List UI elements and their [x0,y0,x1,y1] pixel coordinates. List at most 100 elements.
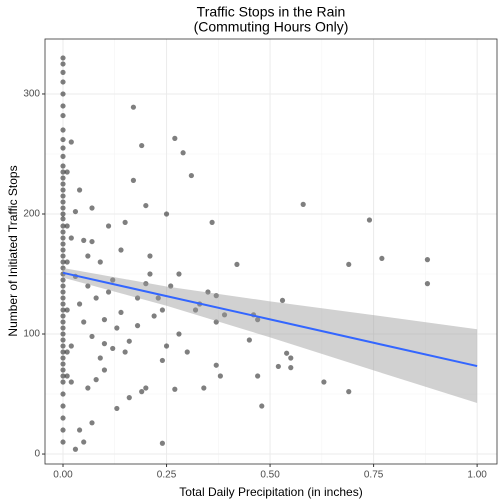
chart-subtitle: (Commuting Hours Only) [194,19,349,35]
point [126,338,132,344]
point [143,202,149,209]
point [159,440,165,446]
x-tick-label: 0.25 [157,470,177,481]
point [64,307,70,313]
point [85,283,91,289]
point [60,337,66,343]
point [64,223,70,229]
point [60,175,66,181]
point [89,238,95,245]
point [89,420,95,426]
point [64,169,70,175]
point [60,391,66,397]
point [134,295,141,301]
y-tick-label: 100 [23,329,40,340]
point [288,355,294,361]
point [60,349,66,355]
x-tick-label: 1.00 [467,470,487,481]
point [60,367,66,373]
point [89,333,95,340]
point [60,415,66,421]
point [97,355,103,361]
point [60,103,66,109]
point [60,193,66,199]
point [60,69,66,75]
point [143,281,149,287]
point [60,163,66,169]
point [68,343,74,349]
point [60,216,66,222]
point [101,367,108,373]
point [81,319,87,325]
point [110,345,116,352]
point [234,261,240,268]
point [60,112,66,119]
point [60,427,66,433]
point [321,379,327,385]
point [101,317,108,323]
point [163,211,170,217]
point [279,297,286,304]
point [60,265,66,271]
point [85,385,91,391]
plot-panel [45,39,497,464]
x-tick-label: 0.75 [364,470,384,481]
point [168,283,174,289]
point [60,211,66,217]
point [60,361,66,367]
point [180,150,186,156]
y-tick-label: 300 [23,89,40,100]
point [60,145,66,151]
point [60,61,66,67]
y-tick-label: 200 [23,209,40,220]
point [60,373,66,379]
point [68,235,74,241]
point [221,312,228,318]
point [89,205,95,211]
point [60,187,66,193]
point [176,331,182,337]
point [60,235,66,241]
point [300,201,306,207]
point [60,253,66,259]
point [288,365,294,371]
point [122,219,128,225]
point [163,343,170,349]
point [68,379,74,385]
point [122,349,128,355]
confidence-band [63,268,478,404]
point [97,259,103,265]
point [60,403,66,409]
point [246,337,252,343]
point [101,341,108,347]
point [72,208,79,215]
point [60,313,66,319]
point [93,295,99,301]
panel-border [44,38,498,465]
point [209,219,215,225]
x-axis-label: Total Daily Precipitation (in inches) [179,485,362,499]
point [60,79,66,85]
point [155,295,161,301]
chart-title: Traffic Stops in the Rain [197,4,346,20]
point [213,293,219,299]
y-tick-label: 0 [34,449,40,460]
point [60,241,66,247]
point [76,301,83,307]
point [213,319,219,325]
point [176,271,182,277]
point [60,259,66,265]
point [60,127,66,133]
point [64,259,70,265]
point [205,289,211,295]
point [110,277,116,283]
y-axis-label: Number of Initiated Traffic Stops [6,165,20,336]
point [151,313,157,319]
point [259,403,265,409]
point [60,199,66,205]
point [159,357,165,364]
point [172,386,178,392]
point [105,289,112,295]
point [60,325,66,331]
point [147,271,153,277]
